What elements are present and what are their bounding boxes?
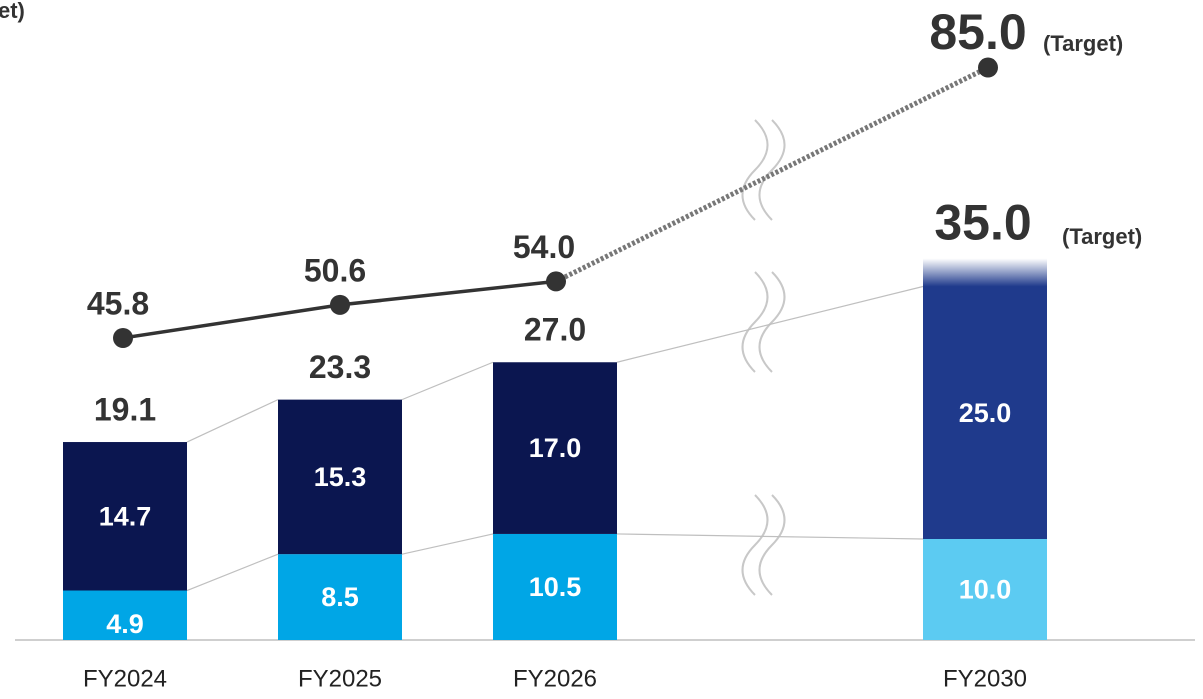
bar-segment xyxy=(278,554,402,640)
line-point xyxy=(978,57,998,78)
connector xyxy=(186,399,279,443)
x-tick-label: FY2030 xyxy=(943,665,1027,692)
connector xyxy=(401,361,494,401)
segment-label: 25.0 xyxy=(959,398,1012,428)
annotation: (Target) xyxy=(1043,31,1123,56)
segment-label: 10.5 xyxy=(529,572,582,602)
x-tick-label: FY2024 xyxy=(83,665,167,692)
segment-label: 17.0 xyxy=(529,433,582,463)
bar-segment xyxy=(493,533,617,640)
line-label: 50.6 xyxy=(304,252,366,288)
annotation: (Target) xyxy=(1062,224,1142,249)
total-label: 35.0 xyxy=(934,195,1031,251)
total-label: 23.3 xyxy=(309,349,371,385)
bar-segment xyxy=(923,286,1047,539)
line-point xyxy=(330,294,350,315)
line-target xyxy=(554,65,990,284)
bar-segment xyxy=(493,362,617,534)
connector xyxy=(401,533,494,555)
bar-segment xyxy=(278,399,402,555)
connector xyxy=(186,553,279,592)
segment-label: 8.5 xyxy=(321,582,359,612)
bar-segment xyxy=(923,539,1047,640)
total-label: 19.1 xyxy=(94,391,156,427)
axis-break xyxy=(741,119,786,596)
segment-label: 14.7 xyxy=(99,501,152,531)
total-label: 27.0 xyxy=(524,312,586,348)
segment-label: 15.3 xyxy=(314,462,367,492)
x-tick-label: FY2025 xyxy=(298,665,382,692)
line-label: 45.8 xyxy=(87,285,149,321)
connector xyxy=(616,533,924,540)
line-point xyxy=(546,271,566,292)
line-label: 54.0 xyxy=(513,229,575,265)
segment-label: 10.0 xyxy=(959,575,1012,605)
fade xyxy=(923,258,1047,287)
bar-segment xyxy=(63,442,187,591)
bar-segment xyxy=(63,590,187,640)
x-tick-label: FY2026 xyxy=(513,665,597,692)
line-label: 85.0 xyxy=(929,4,1026,60)
connector xyxy=(616,285,924,363)
annotation: et) xyxy=(0,0,25,23)
segment-label: 4.9 xyxy=(106,609,144,639)
line-point xyxy=(113,328,133,348)
